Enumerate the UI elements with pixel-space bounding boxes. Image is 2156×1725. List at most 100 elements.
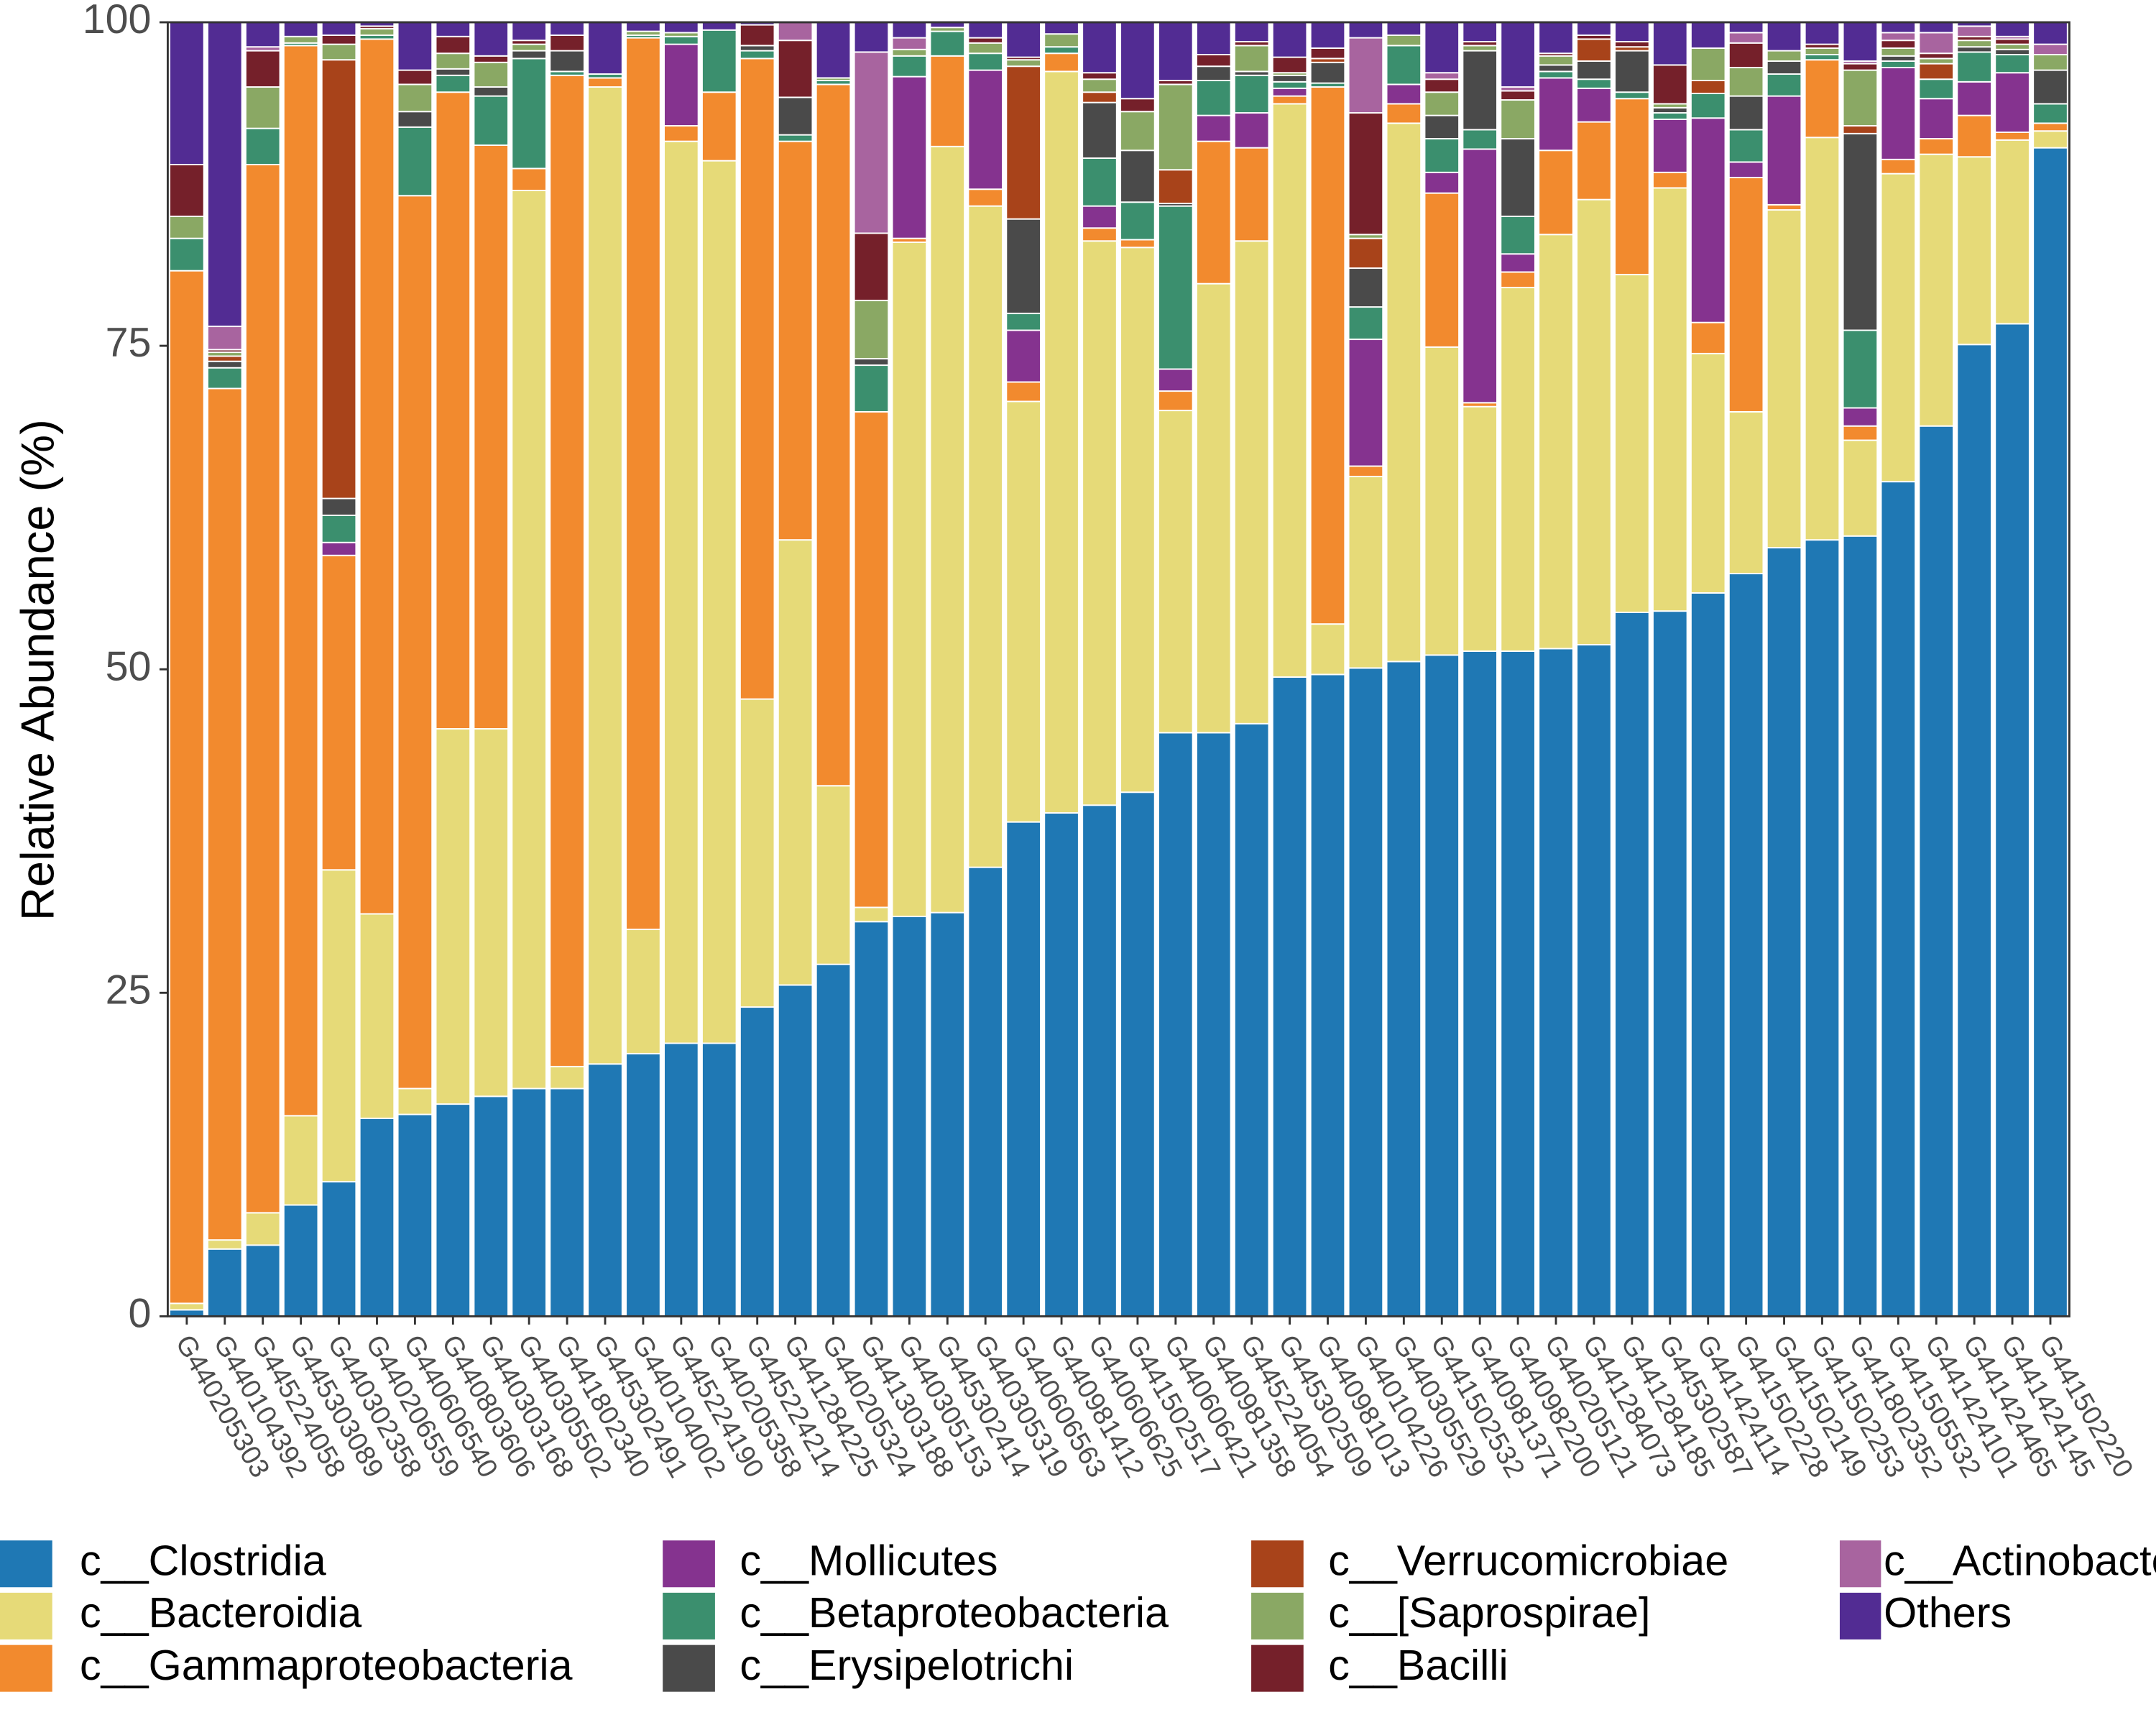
bar-segment: [359, 28, 395, 36]
bar-segment: [1233, 722, 1270, 1317]
bar-segment: [1766, 203, 1802, 211]
bar-segment: [549, 74, 585, 1067]
bar-segment: [1386, 22, 1422, 36]
bar-segment: [1576, 198, 1612, 645]
bar-segment: [1386, 122, 1422, 663]
bar-segment: [1614, 91, 1650, 100]
bar-segment: [1994, 72, 2030, 133]
bar-segment: [511, 22, 547, 42]
bar-segment: [701, 1042, 737, 1317]
bar-segment: [1120, 791, 1156, 1317]
bar-segment: [853, 364, 890, 413]
bar-segment: [1233, 22, 1270, 42]
bar-segment: [1271, 80, 1308, 89]
bar-segment: [1005, 821, 1041, 1317]
bar-segment: [282, 22, 319, 37]
bar-segment: [359, 913, 395, 1119]
bar-segment: [1233, 112, 1270, 149]
bar-segment: [701, 22, 737, 31]
bar-segment: [1728, 22, 1764, 34]
bar-segment: [739, 50, 775, 60]
legend-swatch: [0, 1644, 52, 1692]
bar-segment: [1652, 112, 1688, 120]
bar-segment: [1880, 481, 1917, 1317]
bar-segment: [891, 75, 928, 239]
bar-segment: [473, 728, 510, 1098]
bar-segment: [1005, 381, 1041, 402]
bar-segment: [1728, 129, 1764, 163]
bar-segment: [1424, 22, 1460, 74]
bar-segment: [1804, 539, 1841, 1317]
bar-segment: [1082, 240, 1118, 806]
bar-segment: [473, 61, 510, 88]
y-tick-label: 75: [106, 320, 152, 366]
bar-segment: [1614, 612, 1650, 1317]
bar-segment: [929, 145, 966, 914]
bar-segment: [739, 58, 775, 700]
bar-segment: [1424, 192, 1460, 348]
bar-segment: [1195, 732, 1232, 1317]
legend-label: c__[Saprospirae]: [1328, 1588, 1650, 1637]
bar-segment: [1842, 132, 1879, 331]
bar-segment: [321, 1181, 357, 1317]
legend-label: c__Gammaproteobacteria: [80, 1641, 573, 1689]
bar-segment: [282, 1115, 319, 1206]
bar-segment: [967, 52, 1003, 71]
bar-segment: [1576, 121, 1612, 201]
bar-segment: [929, 55, 966, 147]
bar-segment: [587, 86, 623, 1065]
bar-segment: [1158, 732, 1194, 1317]
bar-segment: [701, 160, 737, 1044]
bar-segment: [1309, 623, 1346, 676]
bar-segment: [853, 921, 890, 1317]
bar-segment: [169, 216, 205, 239]
bar-segment: [1195, 22, 1232, 55]
bar-segment: [1576, 644, 1612, 1317]
bar-segment: [1500, 650, 1536, 1317]
bar-segment: [321, 34, 357, 45]
bar-segment: [1462, 148, 1498, 404]
legend-label: c__Mollicutes: [740, 1536, 998, 1584]
bar-segment: [967, 37, 1003, 44]
bar-segment: [1462, 22, 1498, 42]
bar-segment: [1538, 70, 1574, 79]
bar-segment: [1994, 38, 2030, 45]
bar-segment: [1424, 171, 1460, 194]
bar-segment: [435, 1103, 471, 1317]
bar-segment: [321, 497, 357, 516]
bar-segment: [244, 22, 281, 48]
bar-segment: [1386, 661, 1422, 1317]
bar-segment: [853, 51, 890, 234]
bar-segment: [321, 869, 357, 1183]
bar-segment: [1652, 119, 1688, 173]
bar-segment: [1614, 274, 1650, 613]
bar-segment: [1044, 812, 1079, 1317]
bar-segment: [663, 125, 699, 142]
bar-segment: [891, 916, 928, 1317]
legend-label: c__Clostridia: [80, 1536, 326, 1584]
bar-segment: [1538, 150, 1574, 236]
bar-segment: [2032, 69, 2068, 105]
bar-segment: [663, 22, 699, 34]
bar-segment: [321, 554, 357, 871]
bar-segment: [1424, 114, 1460, 139]
bar-segment: [1082, 157, 1118, 207]
bar-segment: [1614, 50, 1650, 93]
bar-segment: [1424, 654, 1460, 1317]
bar-segment: [1082, 227, 1118, 242]
bar-segment: [511, 58, 547, 170]
bar-segment: [1576, 38, 1612, 62]
bar-segment: [169, 270, 205, 1305]
bar-segment: [1690, 117, 1726, 323]
bar-segment: [1233, 45, 1270, 73]
bar-segment: [1120, 150, 1156, 203]
bar-segment: [1309, 61, 1346, 84]
bar-segment: [1348, 22, 1384, 39]
legend-swatch: [663, 1592, 715, 1639]
bar-segment: [777, 140, 814, 541]
bar-segment: [473, 1095, 510, 1317]
bar-segment: [1271, 56, 1308, 74]
bar-segment: [435, 22, 471, 37]
bar-segment: [1956, 114, 1992, 158]
bar-segment: [1348, 306, 1384, 341]
